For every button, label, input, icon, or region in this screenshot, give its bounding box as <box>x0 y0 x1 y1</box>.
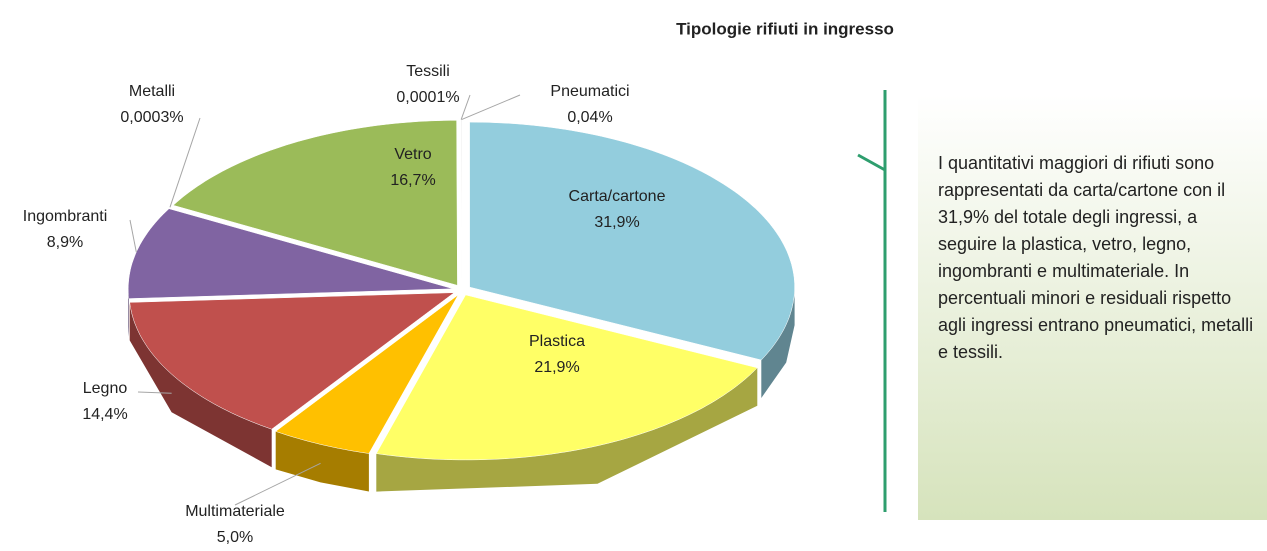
category-label: Ingombranti <box>23 208 108 225</box>
slice-side <box>761 287 795 398</box>
leader-line <box>461 94 521 121</box>
callout-pointer <box>857 153 886 172</box>
leader-line <box>460 94 471 120</box>
slice-side <box>376 367 758 492</box>
slice-side <box>129 302 272 468</box>
value-label: 16,7% <box>390 172 435 189</box>
slice <box>172 120 458 286</box>
value-label: 5,0% <box>217 529 253 546</box>
value-label: 31,9% <box>594 214 639 231</box>
value-label: 0,0001% <box>396 89 459 106</box>
slice <box>469 121 795 361</box>
slice <box>129 292 455 430</box>
category-label: Legno <box>83 380 128 397</box>
slice <box>275 294 459 454</box>
chart-title: Tipologie rifiuti in ingresso <box>676 19 894 38</box>
value-label: 0,04% <box>567 109 612 126</box>
category-label: Plastica <box>529 333 585 350</box>
value-label: 21,9% <box>534 359 579 376</box>
category-label: Metalli <box>129 83 175 100</box>
category-label: Tessili <box>406 63 450 80</box>
category-label: Multimateriale <box>185 503 285 520</box>
category-label: Carta/cartone <box>569 188 666 205</box>
leader-line <box>234 462 321 506</box>
slice-side <box>128 288 129 337</box>
value-label: 8,9% <box>47 234 83 251</box>
value-label: 0,0003% <box>120 109 183 126</box>
leader-line <box>137 391 172 394</box>
leader-line <box>129 219 137 253</box>
slice <box>375 294 758 461</box>
category-label: Vetro <box>394 146 431 163</box>
value-label: 14,4% <box>82 406 127 423</box>
annotation: I quantitativi maggiori di rifiuti sono … <box>918 95 1267 520</box>
category-label: Pneumatici <box>550 83 629 100</box>
slice-side <box>275 431 369 492</box>
slice <box>127 208 454 299</box>
slice-sides <box>128 287 795 492</box>
leader-line <box>169 117 201 208</box>
